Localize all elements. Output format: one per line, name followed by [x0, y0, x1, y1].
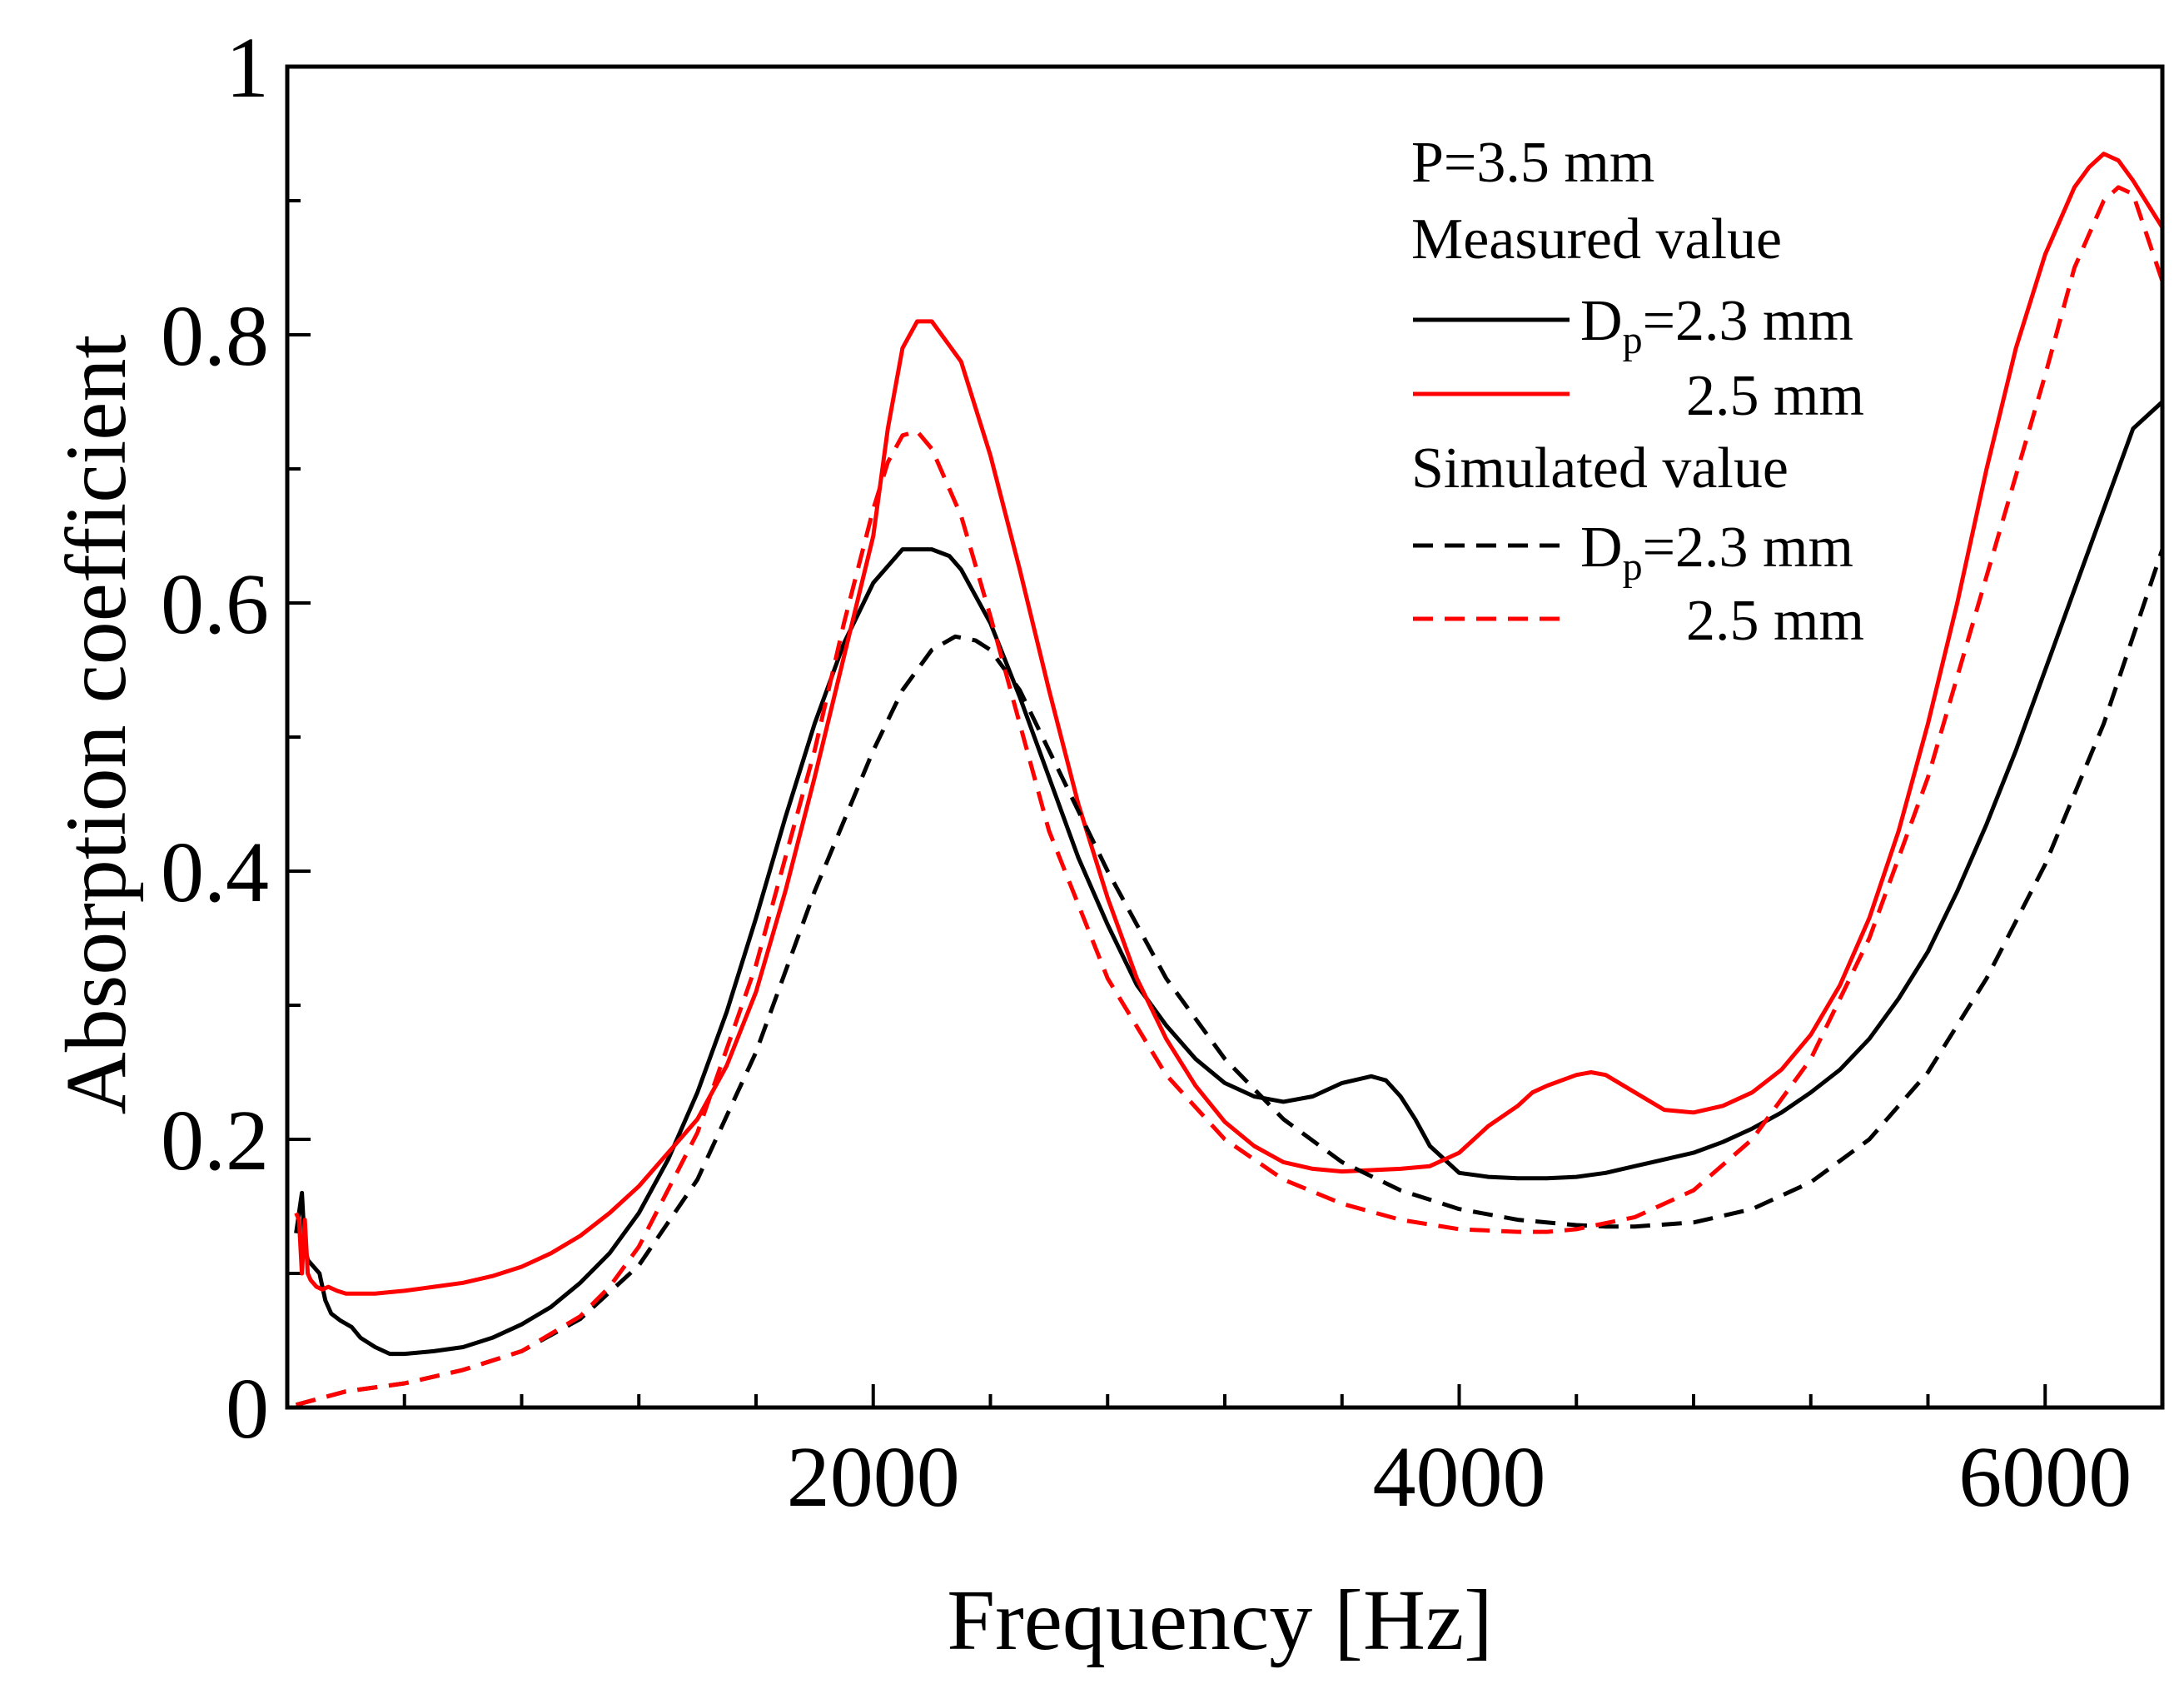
legend-group-simulated: Simulated value: [1411, 436, 1788, 501]
legend-label-measured-23: Dp=2.3 mm: [1580, 289, 1853, 362]
ticks-layer: [287, 65, 2047, 1409]
tick-labels: 2000 4000 6000 0 0.2 0.4 0.6 0.8 1: [161, 20, 2132, 1525]
legend: P=3.5 mm Measured value Dp=2.3 mm 2.5 mm…: [1411, 131, 1864, 653]
legend-group-measured: Measured value: [1411, 207, 1782, 272]
series-line-measured-dp-2-3: [294, 400, 2164, 1357]
y-tick-label: 0.6: [161, 556, 269, 652]
y-axis-title: Absorption coefficient: [48, 335, 144, 1115]
x-axis-title: Frequency [Hz]: [947, 1572, 1492, 1668]
legend-label-simulated-23: Dp=2.3 mm: [1580, 516, 1853, 589]
plot-frame: [285, 64, 2165, 1410]
x-tick-label: 2000: [787, 1429, 960, 1525]
legend-header: P=3.5 mm: [1411, 131, 1654, 195]
legend-label-measured-25: 2.5 mm: [1686, 364, 1864, 428]
x-tick-label: 4000: [1373, 1429, 1546, 1525]
series-line-simulated-dp-2-5: [295, 185, 2165, 1408]
series-line-measured-dp-2-5: [294, 152, 2165, 1296]
y-tick-label: 0.2: [161, 1093, 269, 1188]
legend-label-simulated-25: 2.5 mm: [1686, 589, 1864, 653]
series-layer: [294, 152, 2165, 1408]
y-tick-label: 0: [226, 1361, 269, 1457]
y-tick-label: 1: [226, 20, 269, 116]
y-tick-label: 0.8: [161, 288, 269, 384]
y-tick-label: 0.4: [161, 825, 269, 920]
series-line-simulated-dp-2-3: [295, 548, 2165, 1408]
x-tick-label: 6000: [1958, 1429, 2132, 1525]
